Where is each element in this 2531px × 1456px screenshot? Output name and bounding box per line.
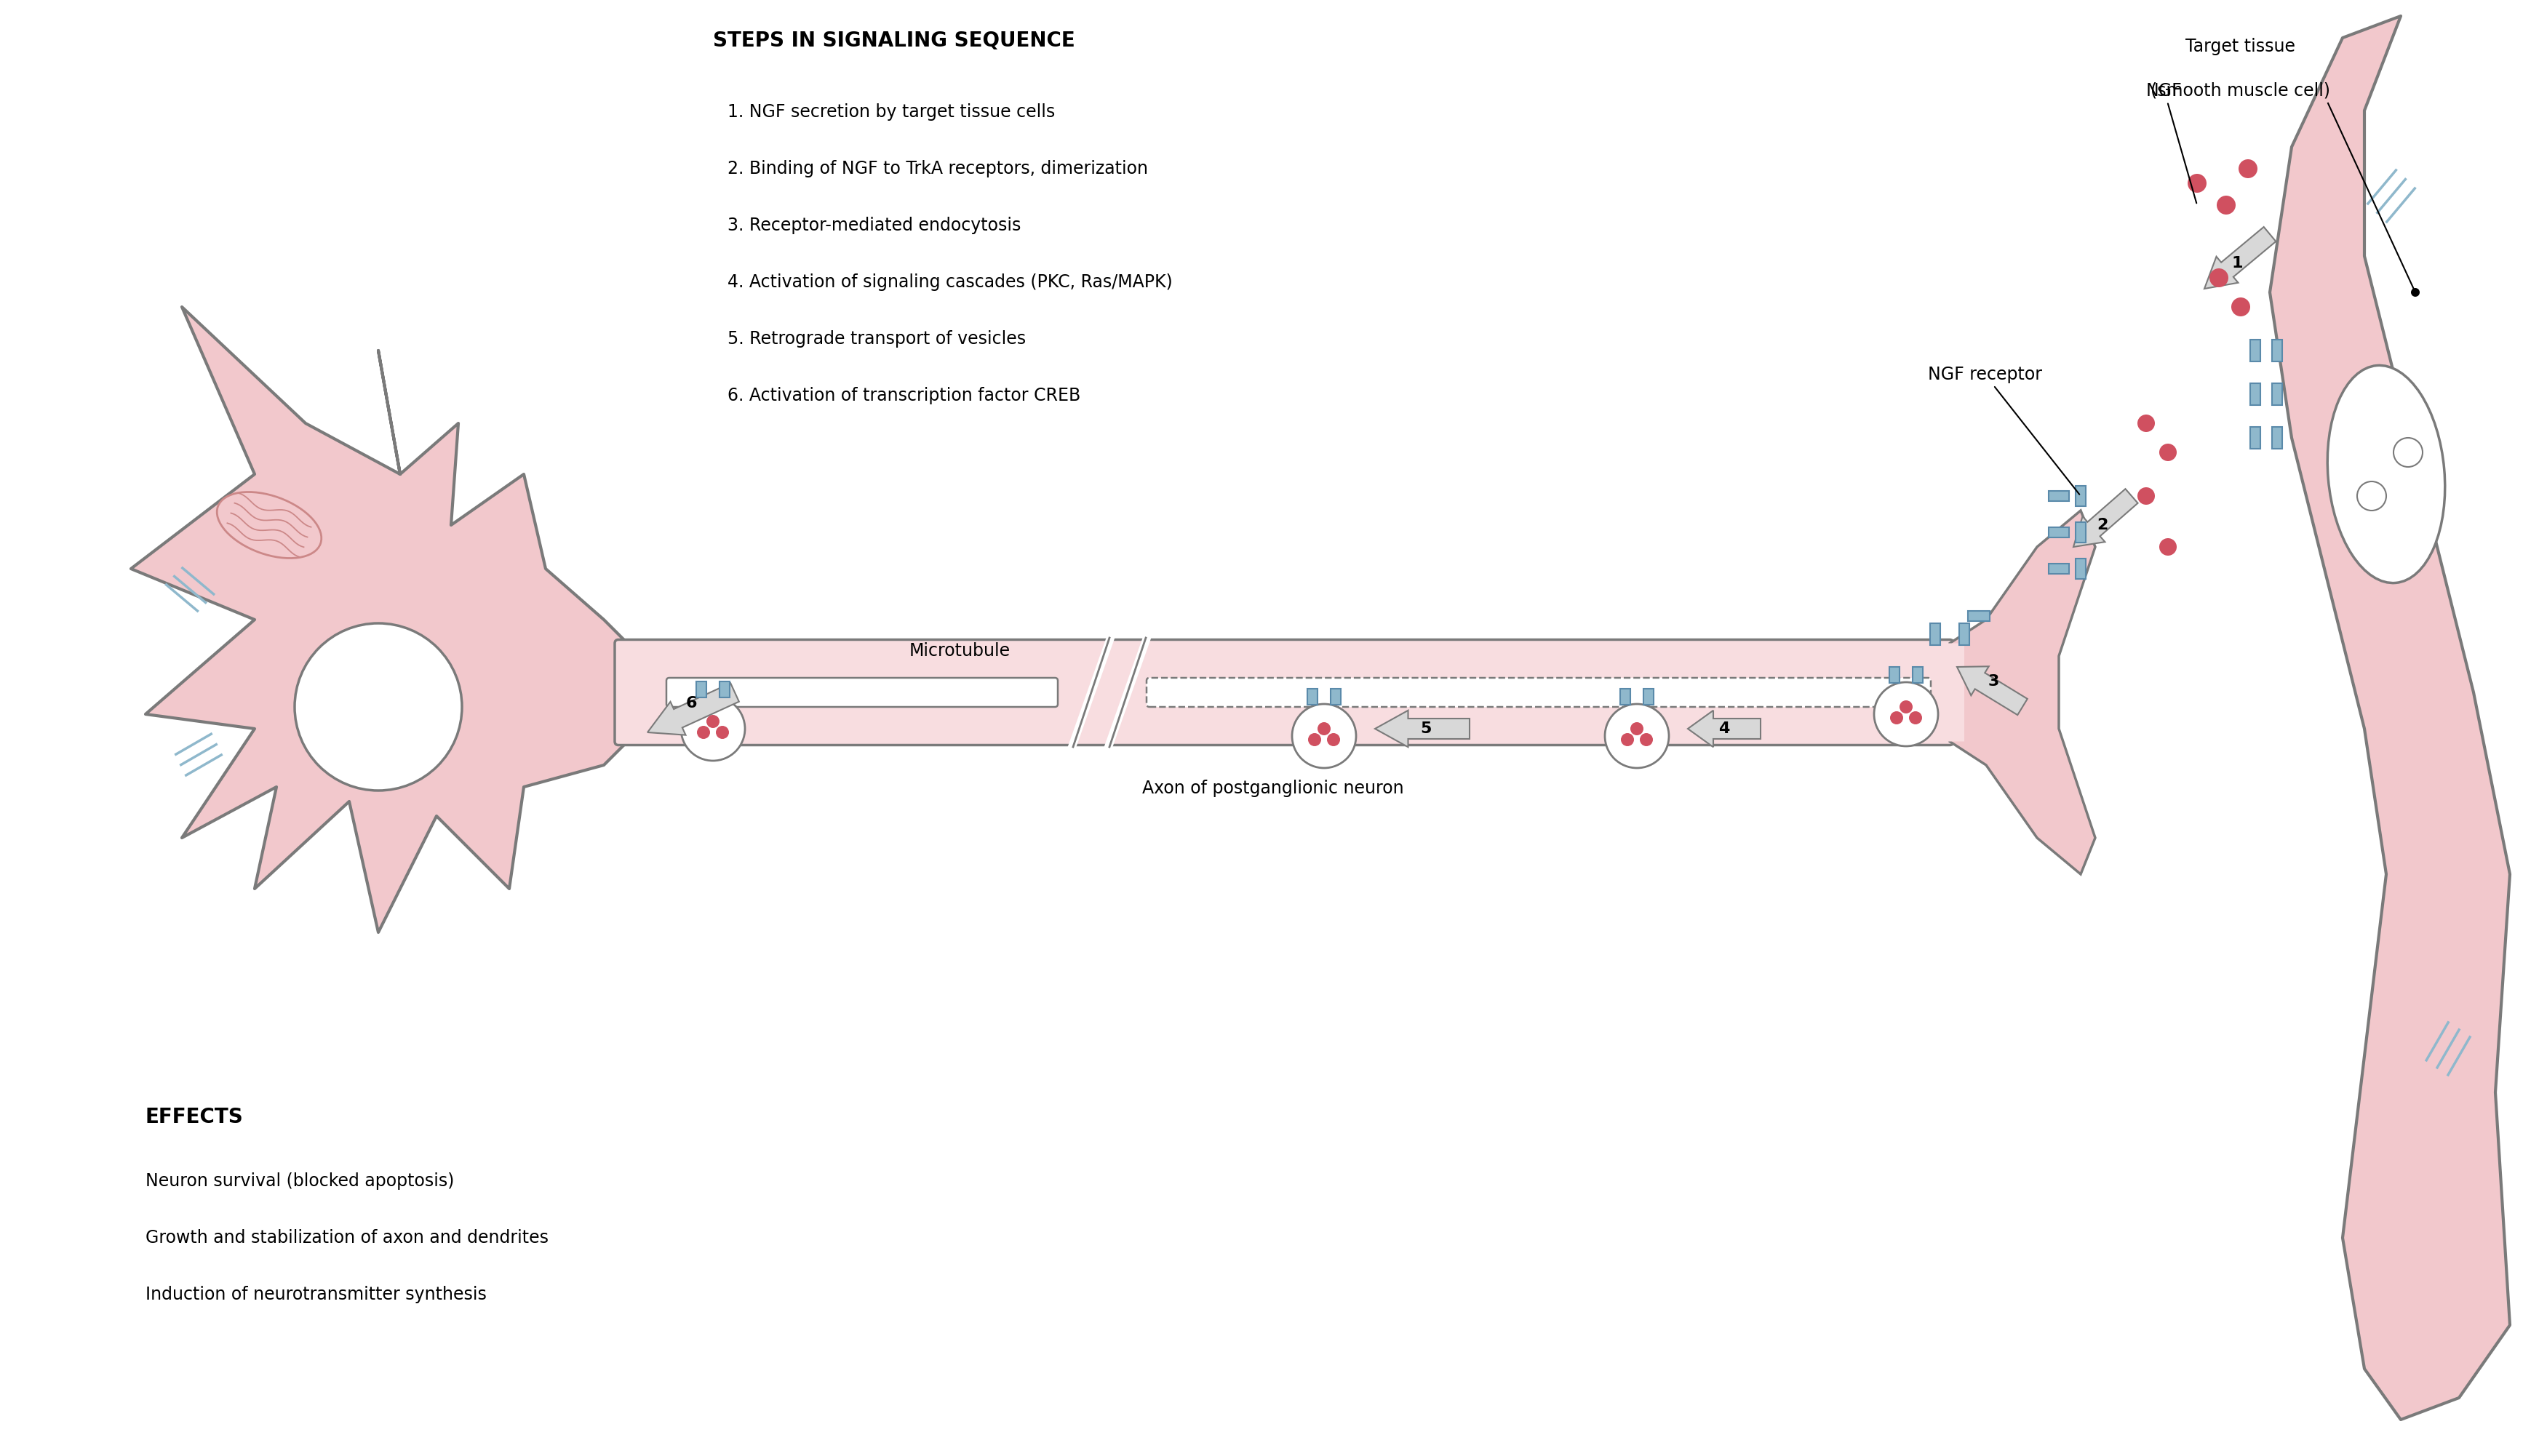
Bar (2048, 527, 2068, 537)
Text: 1: 1 (2232, 256, 2242, 271)
Text: Axon of postganglionic neuron: Axon of postganglionic neuron (1141, 779, 1405, 796)
Text: NGF receptor: NGF receptor (1929, 365, 2080, 495)
Bar (2250, 427, 2260, 448)
FancyBboxPatch shape (1941, 644, 1964, 741)
Circle shape (294, 623, 463, 791)
Text: 2. Binding of NGF to TrkA receptors, dimerization: 2. Binding of NGF to TrkA receptors, dim… (726, 160, 1149, 178)
Bar (1931, 623, 1941, 645)
Bar (2250, 339, 2260, 361)
Bar (2075, 559, 2086, 579)
Polygon shape (132, 307, 640, 932)
Bar (1888, 667, 1901, 683)
Text: 4: 4 (1719, 722, 1729, 735)
Bar (2273, 339, 2283, 361)
Circle shape (2412, 288, 2420, 297)
Circle shape (1873, 683, 1939, 745)
Text: 4. Activation of signaling cascades (PKC, Ras/MAPK): 4. Activation of signaling cascades (PKC… (726, 274, 1172, 291)
Text: Neuron survival (blocked apoptosis): Neuron survival (blocked apoptosis) (144, 1172, 453, 1190)
Circle shape (2232, 297, 2250, 316)
Bar (1969, 612, 1989, 622)
Bar (2075, 523, 2086, 543)
Polygon shape (2270, 16, 2511, 1420)
Text: NGF: NGF (2146, 82, 2197, 204)
Circle shape (1326, 732, 1339, 745)
Circle shape (1309, 732, 1321, 745)
Circle shape (2159, 444, 2177, 462)
Circle shape (2136, 488, 2154, 505)
Bar (1620, 689, 1630, 705)
Circle shape (1640, 732, 1653, 745)
Bar (1331, 689, 1341, 705)
Text: 6: 6 (686, 696, 696, 711)
Bar (1643, 689, 1653, 705)
Circle shape (1630, 722, 1643, 735)
Text: (smooth muscle cell): (smooth muscle cell) (2151, 82, 2331, 99)
Text: 5. Retrograde transport of vesicles: 5. Retrograde transport of vesicles (726, 331, 1025, 348)
Text: 1. NGF secretion by target tissue cells: 1. NGF secretion by target tissue cells (726, 103, 1055, 121)
Bar (2273, 427, 2283, 448)
Bar (2273, 383, 2283, 405)
Bar (2048, 491, 2068, 501)
Text: 6. Activation of transcription factor CREB: 6. Activation of transcription factor CR… (726, 387, 1081, 405)
Bar (1913, 667, 1924, 683)
Circle shape (1620, 732, 1635, 745)
Bar (2048, 563, 2068, 574)
FancyBboxPatch shape (615, 639, 1954, 745)
FancyArrow shape (2205, 227, 2275, 288)
Bar (1959, 623, 1969, 645)
Polygon shape (1949, 511, 2096, 874)
Text: 3. Receptor-mediated endocytosis: 3. Receptor-mediated endocytosis (726, 217, 1020, 234)
FancyArrow shape (648, 683, 739, 735)
Circle shape (2159, 539, 2177, 556)
Ellipse shape (2329, 365, 2445, 582)
Circle shape (1605, 705, 1668, 767)
Circle shape (1891, 712, 1903, 725)
Circle shape (2394, 438, 2422, 467)
Circle shape (681, 697, 744, 760)
Circle shape (2237, 159, 2258, 178)
Circle shape (2356, 482, 2387, 511)
Text: Target tissue: Target tissue (2187, 38, 2296, 55)
FancyArrow shape (1688, 711, 1762, 747)
Circle shape (1319, 722, 1331, 735)
Text: 2: 2 (2096, 518, 2108, 533)
Circle shape (716, 727, 729, 738)
Text: STEPS IN SIGNALING SEQUENCE: STEPS IN SIGNALING SEQUENCE (714, 31, 1076, 51)
Bar (719, 681, 729, 697)
Bar (1309, 689, 1319, 705)
FancyArrow shape (1956, 667, 2027, 715)
Text: Induction of neurotransmitter synthesis: Induction of neurotransmitter synthesis (144, 1286, 486, 1303)
Bar (2250, 383, 2260, 405)
Bar (2075, 486, 2086, 507)
Circle shape (1291, 705, 1357, 767)
Text: Microtubule: Microtubule (909, 642, 1010, 660)
FancyBboxPatch shape (1147, 678, 1931, 708)
Circle shape (1908, 712, 1921, 725)
Circle shape (706, 715, 719, 728)
Text: Growth and stabilization of axon and dendrites: Growth and stabilization of axon and den… (144, 1229, 549, 1246)
Text: EFFECTS: EFFECTS (144, 1107, 243, 1127)
FancyArrow shape (1374, 711, 1471, 747)
Circle shape (696, 727, 711, 738)
Circle shape (2187, 173, 2207, 192)
Ellipse shape (218, 492, 321, 558)
FancyArrow shape (2073, 489, 2139, 547)
Circle shape (1901, 700, 1913, 713)
FancyBboxPatch shape (666, 678, 1058, 708)
Circle shape (2210, 268, 2227, 287)
Circle shape (2217, 195, 2235, 214)
Bar (696, 681, 706, 697)
Circle shape (2136, 415, 2154, 432)
Text: 5: 5 (1420, 722, 1433, 735)
Text: 3: 3 (1987, 674, 1999, 689)
